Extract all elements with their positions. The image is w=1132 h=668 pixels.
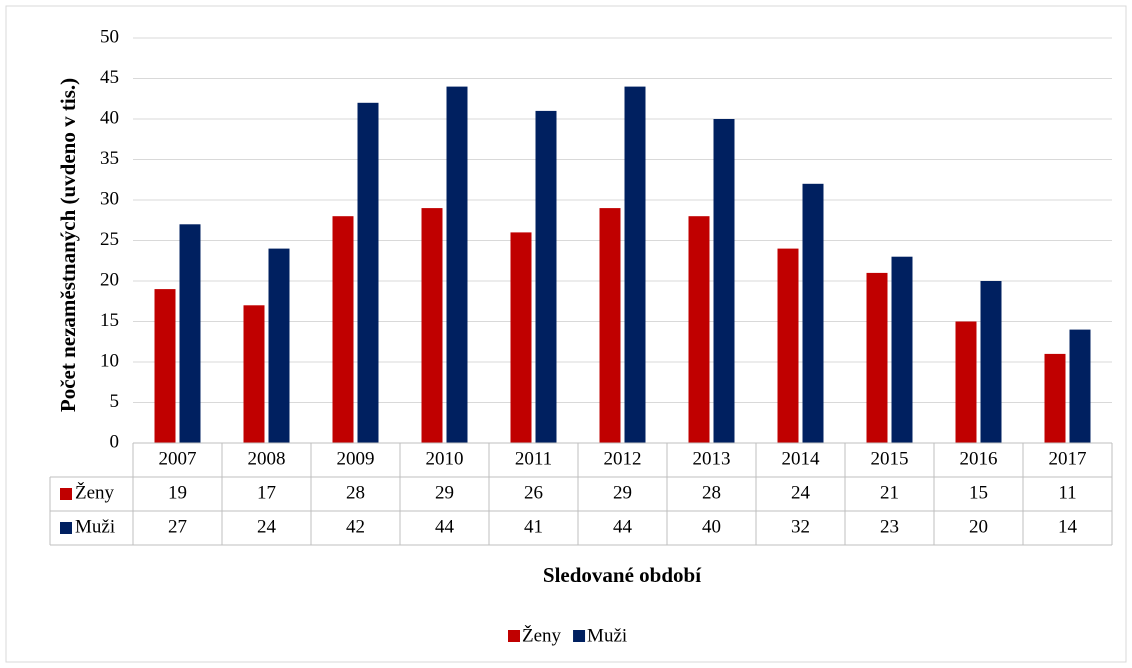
x-tick-label: 2011 — [515, 448, 552, 469]
bar — [332, 216, 354, 443]
bar — [243, 305, 265, 443]
table-value: 28 — [346, 482, 365, 503]
bar — [713, 119, 735, 443]
y-tick-label: 25 — [100, 229, 119, 250]
x-tick-label: 2015 — [871, 448, 909, 469]
table-value: 20 — [969, 516, 988, 537]
bar — [446, 86, 468, 443]
table-value: 17 — [257, 482, 276, 503]
y-axis-label: Počet nezaměstnaných (uvdeno v tis.) — [56, 78, 80, 412]
bar — [1069, 329, 1091, 443]
bar — [802, 183, 824, 444]
table-value: 44 — [435, 516, 455, 537]
table-value: 42 — [346, 516, 365, 537]
bar — [179, 224, 201, 443]
table-value: 32 — [791, 516, 810, 537]
table-value: 26 — [524, 482, 543, 503]
y-tick-label: 45 — [100, 67, 119, 88]
table-value: 21 — [880, 482, 899, 503]
bar — [421, 208, 443, 443]
bar — [866, 272, 888, 443]
x-tick-label: 2016 — [960, 448, 998, 469]
table-value: 11 — [1058, 482, 1076, 503]
table-value: 19 — [168, 482, 187, 503]
y-tick-label: 5 — [110, 391, 120, 412]
table-value: 27 — [168, 516, 187, 537]
x-tick-label: 2008 — [248, 448, 286, 469]
bar — [535, 110, 557, 444]
table-value: 15 — [969, 482, 988, 503]
bar — [891, 256, 913, 443]
table-value: 24 — [791, 482, 811, 503]
bar — [777, 248, 799, 443]
table-value: 24 — [257, 516, 277, 537]
y-tick-label: 30 — [100, 188, 119, 209]
table-value: 14 — [1058, 516, 1078, 537]
legend-label: Muži — [75, 516, 115, 537]
bar — [510, 232, 532, 443]
x-tick-label: 2010 — [426, 448, 464, 469]
chart-border — [5, 5, 1127, 663]
table-value: 40 — [702, 516, 721, 537]
table-value: 44 — [613, 516, 633, 537]
table-value: 29 — [613, 482, 632, 503]
x-tick-label: 2007 — [159, 448, 197, 469]
legend-swatch — [508, 630, 520, 642]
bar — [599, 208, 621, 443]
y-tick-label: 35 — [100, 148, 119, 169]
table-value: 23 — [880, 516, 899, 537]
legend-swatch — [573, 630, 586, 642]
bar — [268, 248, 290, 443]
legend-label: Ženy — [75, 481, 115, 503]
table-value: 28 — [702, 482, 721, 503]
y-tick-label: 20 — [100, 269, 119, 290]
y-tick-label: 10 — [100, 350, 119, 371]
x-tick-label: 2014 — [782, 448, 821, 469]
legend-label: Muži — [587, 625, 627, 646]
bar — [357, 102, 379, 444]
x-tick-label: 2013 — [693, 448, 731, 469]
x-tick-label: 2017 — [1049, 448, 1087, 469]
bar — [980, 281, 1002, 443]
y-tick-label: 0 — [110, 431, 120, 452]
y-tick-label: 40 — [100, 107, 119, 128]
y-tick-label: 15 — [100, 310, 119, 331]
x-tick-label: 2009 — [337, 448, 375, 469]
x-tick-label: 2012 — [604, 448, 642, 469]
bar — [688, 216, 710, 443]
table-value: 29 — [435, 482, 454, 503]
y-tick-label: 50 — [100, 26, 119, 47]
bar — [624, 86, 646, 443]
bar — [955, 321, 977, 443]
bar — [154, 289, 176, 443]
x-axis-label: Sledované období — [543, 563, 702, 587]
legend-swatch — [60, 488, 72, 500]
table-value: 41 — [524, 516, 543, 537]
legend-swatch — [60, 522, 72, 534]
legend-label: Ženy — [522, 624, 562, 646]
bar — [1044, 353, 1066, 443]
